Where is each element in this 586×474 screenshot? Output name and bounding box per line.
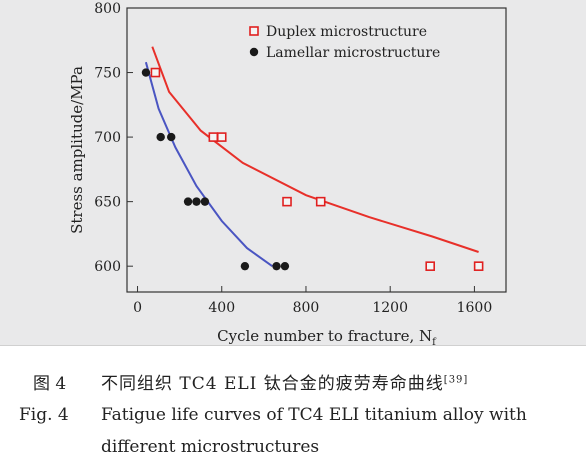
duplex-point [282, 196, 292, 207]
lamellar-point [167, 132, 176, 142]
caption-zh-ref: [39] [443, 374, 469, 386]
fatigue-life-chart: 0 400 800 1200 1600 600 650 700 750 800 Cycle numb… [68, 1, 507, 345]
duplex-fit-curve [151, 46, 479, 253]
lamellar-point [280, 261, 290, 271]
lamellar-point [183, 197, 193, 206]
duplex-point [473, 261, 484, 271]
y-tick-label: 600 [94, 259, 121, 275]
divider [0, 345, 586, 346]
lamellar-point [200, 197, 210, 206]
caption-en-line2: different microstructures [101, 437, 320, 457]
x-axis-label-subscript: f [432, 337, 437, 345]
caption-zh-text: 不同组织 TC4 ELI 钛合金的疲劳寿命曲线 [101, 374, 444, 394]
lamellar-fit-curve [144, 61, 273, 268]
legend-lamellar-marker [249, 47, 259, 57]
y-tick-label: 750 [94, 66, 121, 82]
duplex-point [150, 67, 161, 78]
y-axis-label: Stress amplitude/MPa [68, 66, 86, 234]
caption-zh-title: 不同组织 TC4 ELI 钛合金的疲劳寿命曲线[39] [101, 369, 468, 394]
duplex-point [208, 132, 219, 142]
caption-en-line1: Fatigue life curves of TC4 ELI titanium … [101, 405, 527, 425]
chart-panel: 0 400 800 1200 1600 600 650 700 750 800 Cycle numb… [0, 0, 586, 345]
lamellar-point [272, 261, 281, 271]
x-tick-label: 0 [133, 300, 142, 316]
x-tick-label: 1600 [457, 300, 493, 316]
legend-lamellar-label: Lamellar microstructure [266, 45, 440, 61]
x-axis-label: Cycle number to fracture, Nf [217, 327, 437, 345]
lamellar-point [141, 68, 151, 77]
x-tick-label: 800 [293, 300, 320, 316]
x-tick-label: 400 [208, 300, 235, 316]
lamellar-point [156, 132, 165, 142]
x-tick-label: 1200 [372, 300, 408, 316]
y-tick-label: 700 [94, 130, 121, 146]
duplex-point [216, 132, 227, 142]
caption-zh-label: 图 4 [33, 374, 67, 394]
y-tick-label: 650 [94, 195, 121, 211]
duplex-point [315, 196, 326, 207]
legend-duplex-label: Duplex microstructure [266, 24, 427, 40]
y-tick-label: 800 [94, 1, 121, 17]
duplex-point [425, 261, 436, 271]
caption-en-label: Fig. 4 [19, 405, 69, 425]
legend-duplex-marker [249, 26, 259, 36]
plot-frame [126, 7, 507, 293]
lamellar-point [240, 261, 250, 271]
lamellar-point [192, 197, 201, 206]
